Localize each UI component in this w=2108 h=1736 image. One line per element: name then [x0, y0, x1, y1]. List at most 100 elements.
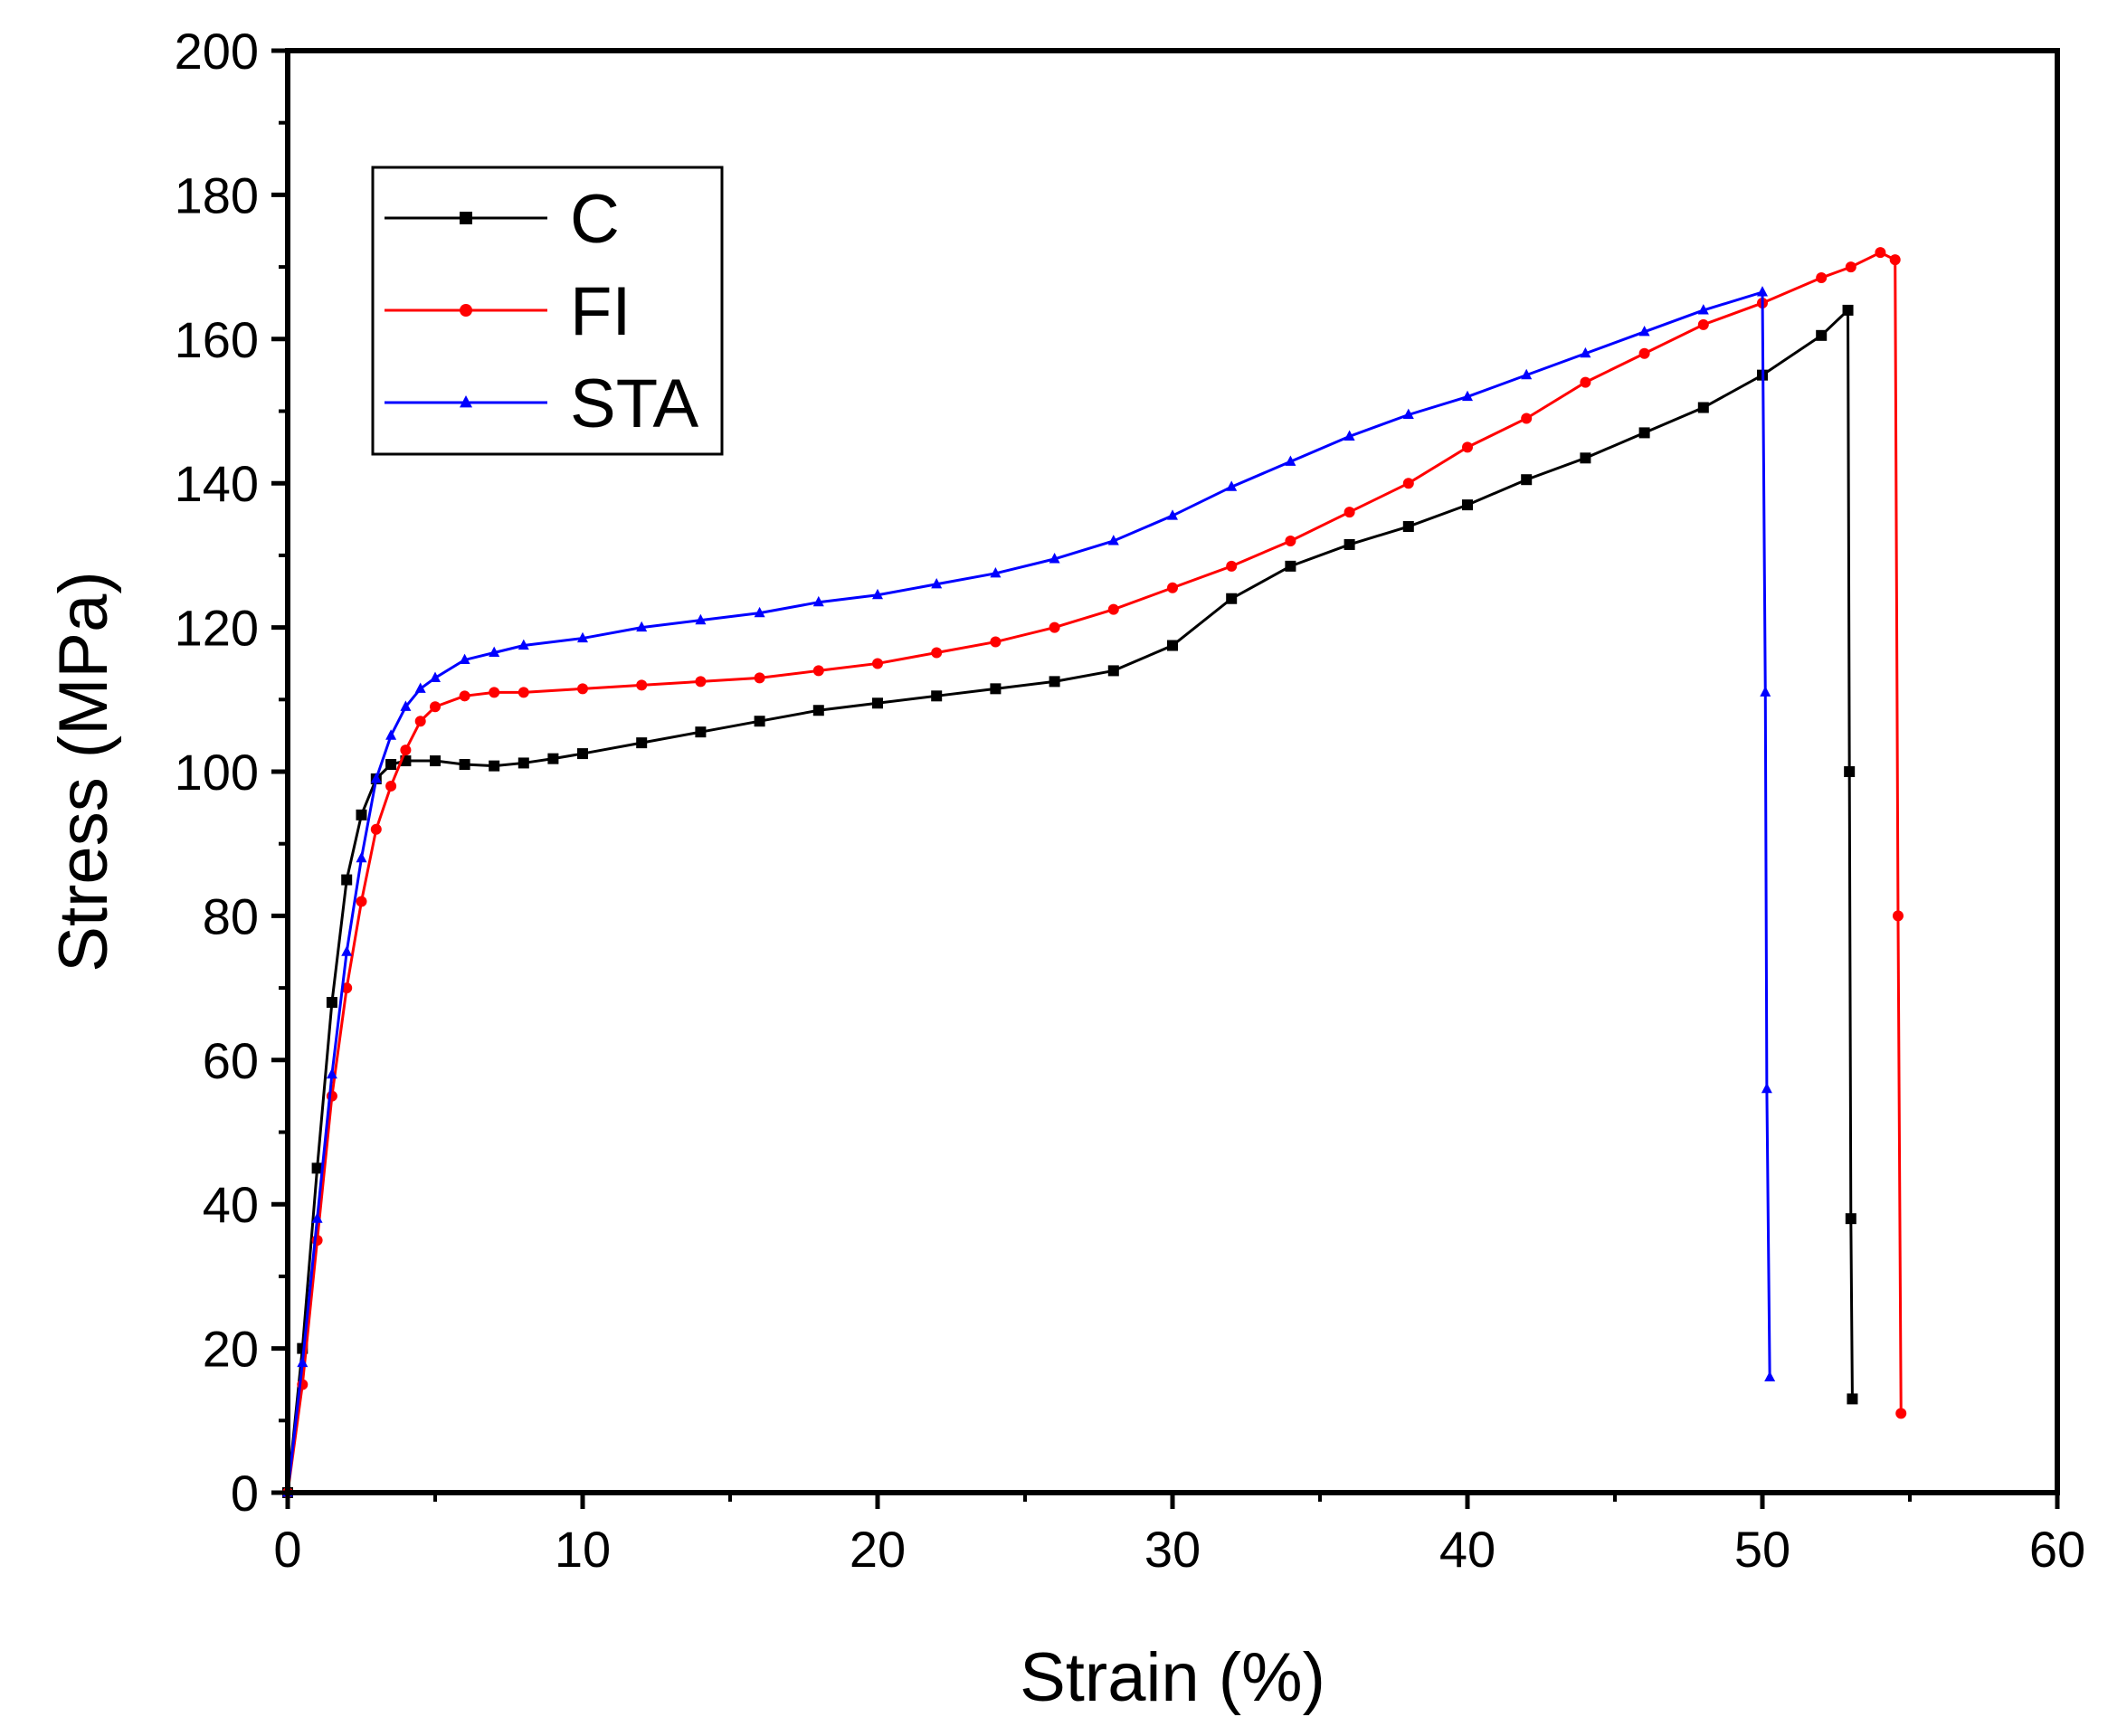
data-point: [695, 613, 707, 625]
data-point: [1402, 478, 1414, 489]
x-tick-label: 30: [1144, 1521, 1201, 1578]
x-tick-label: 50: [1734, 1521, 1790, 1578]
data-point: [1892, 910, 1904, 922]
y-tick-label: 60: [203, 1032, 259, 1089]
y-tick-label: 180: [175, 166, 259, 223]
data-point: [341, 874, 353, 886]
data-point: [872, 588, 883, 600]
data-point: [459, 759, 470, 771]
series-layer: [282, 247, 1907, 1498]
legend-item-sta: STA: [385, 365, 698, 442]
data-point: [931, 690, 943, 702]
data-point: [990, 566, 1002, 578]
data-point: [1842, 304, 1854, 316]
legend-label: FI: [570, 273, 631, 350]
data-point: [1895, 1408, 1907, 1419]
data-point: [1761, 1082, 1772, 1094]
data-point: [1344, 430, 1355, 441]
data-point: [1697, 304, 1709, 315]
data-point: [1049, 621, 1060, 633]
x-tick-label: 0: [273, 1521, 301, 1578]
data-point: [812, 705, 824, 716]
data-point: [1049, 553, 1060, 564]
data-point: [1167, 582, 1178, 593]
data-point: [1049, 676, 1060, 688]
data-point: [1844, 766, 1856, 777]
data-point: [1462, 499, 1473, 511]
series-c: [282, 304, 1858, 1498]
data-point: [297, 1356, 309, 1368]
data-point: [1638, 427, 1650, 439]
data-point: [489, 760, 500, 772]
data-point: [990, 636, 1002, 648]
data-point: [695, 676, 707, 688]
data-point: [1580, 452, 1591, 464]
legend: C FI STA: [371, 166, 724, 456]
legend-marker: [460, 304, 472, 317]
y-tick-label: 20: [203, 1321, 259, 1378]
data-point: [311, 1212, 323, 1223]
data-point: [385, 729, 397, 740]
data-point: [489, 687, 500, 698]
data-point: [459, 690, 470, 702]
y-axis-title: Stress (MPa): [45, 571, 122, 972]
y-tick-label: 120: [175, 600, 259, 657]
data-point: [872, 658, 883, 669]
data-point: [430, 755, 441, 767]
axis-ticks: 0 10 20 30 40 50 60 0 20 40 60 80 100 120 140 160 180 200: [175, 23, 2086, 1578]
data-point: [636, 679, 648, 691]
data-point: [370, 823, 382, 835]
data-point: [1638, 347, 1650, 359]
legend-item-c: C: [385, 181, 620, 258]
data-point: [1764, 1371, 1776, 1382]
x-tick-label: 10: [555, 1521, 611, 1578]
data-point: [414, 682, 426, 693]
data-point: [518, 687, 529, 698]
data-point: [1167, 509, 1178, 520]
series-sta: [282, 286, 1776, 1497]
data-point: [754, 672, 765, 684]
data-point: [577, 748, 588, 760]
data-point: [636, 737, 648, 749]
data-point: [990, 683, 1002, 695]
data-point: [326, 997, 337, 1009]
data-point: [400, 700, 412, 711]
data-point: [356, 851, 367, 863]
data-point: [311, 1162, 323, 1174]
data-point: [1638, 325, 1650, 337]
data-point: [1757, 286, 1768, 297]
data-point: [872, 697, 883, 709]
y-tick-label: 160: [175, 311, 259, 368]
data-point: [1816, 329, 1828, 341]
data-point: [812, 665, 824, 677]
data-point: [931, 647, 943, 659]
x-tick-label: 40: [1439, 1521, 1496, 1578]
data-point: [1580, 346, 1591, 358]
data-point: [430, 701, 441, 713]
data-point: [326, 1067, 337, 1079]
data-point: [385, 780, 397, 792]
data-point: [1521, 413, 1533, 424]
data-point: [1285, 560, 1296, 572]
data-point: [1107, 603, 1119, 615]
y-tick-label: 140: [175, 455, 259, 512]
data-point: [341, 945, 353, 956]
data-point: [1697, 318, 1709, 330]
data-point: [356, 809, 367, 821]
data-point: [1226, 593, 1238, 604]
data-point: [1226, 560, 1238, 572]
data-point: [1816, 272, 1828, 284]
data-point: [1847, 1393, 1858, 1405]
data-point: [489, 646, 500, 658]
data-point: [1875, 247, 1886, 259]
data-point: [812, 595, 824, 607]
data-point: [356, 896, 367, 907]
legend-marker: [460, 212, 472, 224]
legend-item-fi: FI: [385, 273, 631, 350]
data-point: [1462, 441, 1473, 453]
data-point: [636, 621, 648, 632]
data-point: [1462, 390, 1473, 402]
legend-label: C: [570, 181, 620, 258]
y-tick-label: 0: [231, 1465, 259, 1522]
